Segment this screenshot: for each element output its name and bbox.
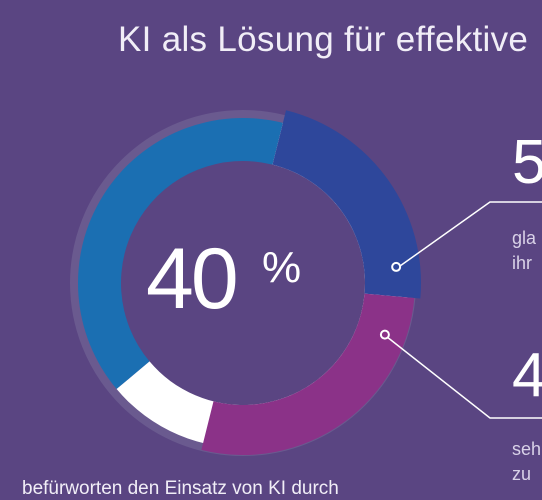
chart-title: KI als Lösung für effektive xyxy=(118,20,529,59)
stat-1-line-1: gla xyxy=(512,228,537,248)
center-value: 40 xyxy=(146,231,239,327)
outer-ring-segment-2 xyxy=(201,293,415,456)
stat-1-number: 5 xyxy=(512,128,542,197)
outer-ring-segment-1 xyxy=(272,110,422,299)
stat-2-line-2: zu xyxy=(512,464,532,484)
slice-blue-arc xyxy=(78,117,283,390)
center-percent-sign: % xyxy=(262,243,302,292)
leader-line-2 xyxy=(387,337,542,419)
stat-2-number: 4 xyxy=(512,341,542,410)
leader-dot-1 xyxy=(391,261,402,272)
chart-caption: befürworten den Einsatz von KI durch xyxy=(22,478,339,499)
leader-dot-2 xyxy=(379,329,390,340)
stat-2-line-1: seh xyxy=(512,439,542,459)
stat-1-line-2: ihr xyxy=(512,253,533,273)
leader-line-1 xyxy=(399,201,542,267)
